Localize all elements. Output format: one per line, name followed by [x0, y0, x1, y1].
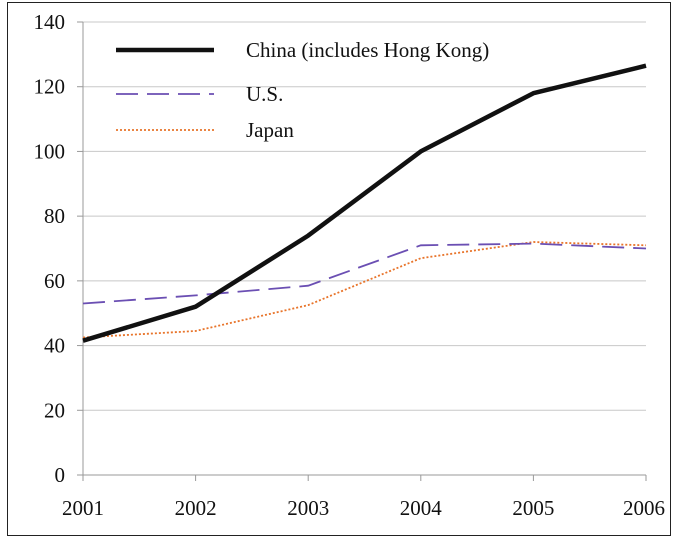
y-tick-label-140: 140: [34, 10, 66, 34]
legend: China (includes Hong Kong) U.S. Japan: [116, 38, 489, 142]
x-tick-label-2005: 2005: [512, 496, 554, 520]
x-tick-label-2006: 2006: [623, 496, 665, 520]
x-tick-label-2003: 2003: [287, 496, 329, 520]
chart-frame: [7, 2, 671, 536]
y-tick-label-120: 120: [34, 75, 66, 99]
x-tick-label-2001: 2001: [62, 496, 104, 520]
series-line-1: [82, 242, 647, 305]
y-tick-label-0: 0: [55, 463, 66, 487]
y-tick-label-20: 20: [44, 398, 65, 422]
legend-label-0: China (includes Hong Kong): [246, 38, 489, 62]
axes: 0 20 40 60 80 100 120 140 2001 2002 2003 2004 2005 20…: [34, 10, 666, 520]
y-tick-label-60: 60: [44, 269, 65, 293]
y-tick-label-100: 100: [34, 139, 66, 163]
series-line-0: [82, 63, 647, 343]
y-tick-label-80: 80: [44, 204, 65, 228]
series-group: [82, 63, 647, 343]
series-line-2: [82, 241, 647, 339]
x-tick-label-2004: 2004: [400, 496, 443, 520]
gridlines: [83, 21, 646, 411]
y-tick-label-40: 40: [44, 334, 65, 358]
x-tick-label-2002: 2002: [175, 496, 217, 520]
legend-label-1: U.S.: [246, 82, 283, 106]
legend-label-2: Japan: [246, 118, 294, 142]
